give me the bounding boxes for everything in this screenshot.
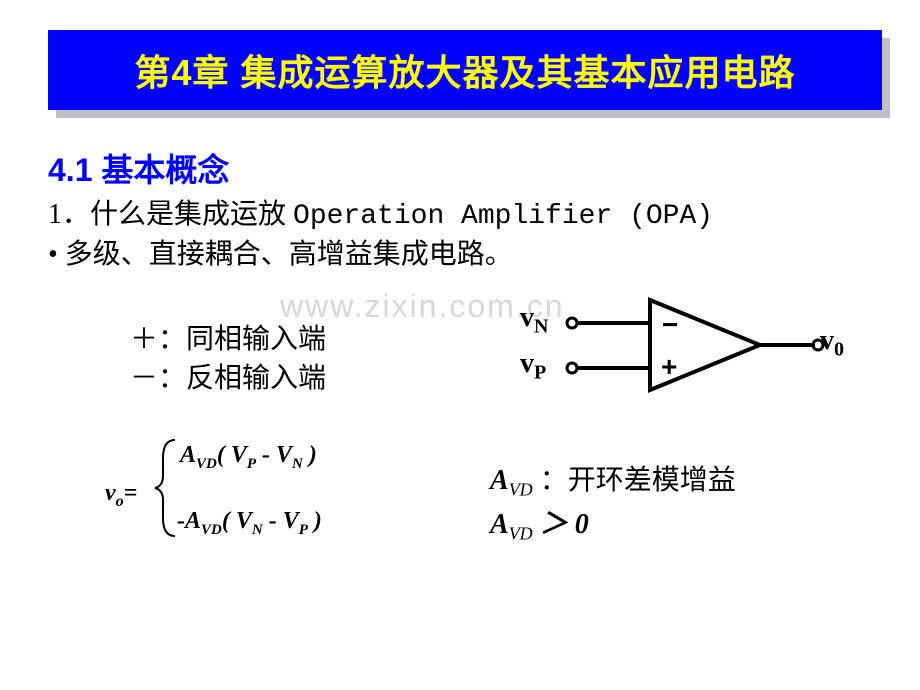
vn-terminal-icon xyxy=(567,318,577,328)
gain-definition: AVD ：开环差模增益 AVD ＞ 0 xyxy=(490,460,736,547)
plus-sign: + xyxy=(661,351,677,382)
section-title: 4.1 基本概念 xyxy=(48,145,229,191)
vp-terminal-icon xyxy=(567,363,577,373)
chapter-header: 第4章 集成运算放大器及其基本应用电路 xyxy=(48,30,882,110)
formula-lhs: vo= xyxy=(105,480,137,511)
formula-case1: AVD( VP - VN ) xyxy=(180,442,317,473)
vp-label: vP xyxy=(520,348,546,385)
bullet-line: • 多级、直接耦合、高增益集成电路。 xyxy=(48,232,513,272)
gain-line2: AVD ＞ 0 xyxy=(490,504,736,548)
question-prefix: 1．什么是集成运放 xyxy=(48,199,293,230)
input-terminal-labels: ＋：同相输入端 －：反相输入端 xyxy=(130,320,326,398)
chapter-title: 第4章 集成运算放大器及其基本应用电路 xyxy=(134,44,795,96)
question-english: Operation Amplifier (OPA) xyxy=(293,201,713,232)
vn-label: vN xyxy=(520,302,548,339)
inverting-label: －：反相输入端 xyxy=(130,359,326,398)
bullet-text: • 多级、直接耦合、高增益集成电路。 xyxy=(48,239,513,270)
noninverting-label: ＋：同相输入端 xyxy=(130,320,326,359)
v0-label: v0 xyxy=(820,325,844,362)
formula-case2: -AVD( VN - VP ) xyxy=(177,508,322,539)
question-line: 1．什么是集成运放 Operation Amplifier (OPA) xyxy=(48,192,713,232)
gain-line1: AVD ：开环差模增益 xyxy=(490,460,736,504)
minus-sign: − xyxy=(662,309,678,340)
opamp-diagram: vN vP v0 − + xyxy=(500,300,880,420)
